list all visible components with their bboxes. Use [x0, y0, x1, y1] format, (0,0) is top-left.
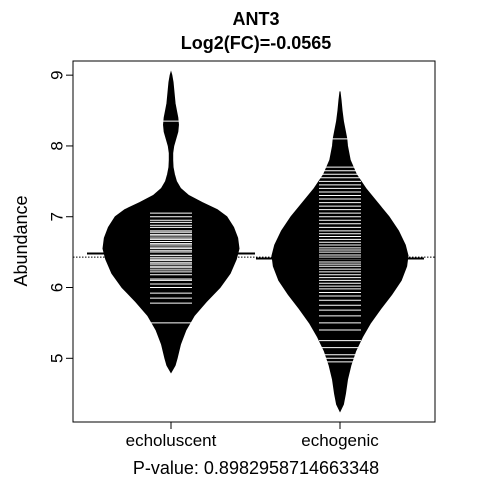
bean-echoluscent [87, 70, 255, 374]
chart-title: ANT3 [232, 9, 279, 29]
bean-density-shape [271, 91, 409, 413]
y-tick-label: 6 [47, 283, 66, 292]
y-tick-label: 7 [47, 212, 66, 221]
x-tick-label: echoluscent [126, 431, 217, 450]
y-axis-label: Abundance [11, 195, 31, 286]
plot-area [73, 70, 435, 413]
x-axis: echoluscent echogenic [126, 422, 379, 450]
chart-subtitle: Log2(FC)=-0.0565 [181, 33, 332, 53]
x-axis-label: P-value: 0.8982958714663348 [133, 458, 379, 478]
y-axis: 5 6 7 8 9 [47, 70, 73, 363]
y-tick-label: 9 [47, 70, 66, 79]
plot-frame [72, 60, 436, 423]
y-tick-label: 5 [47, 354, 66, 363]
bean-echogenic [256, 91, 424, 413]
x-tick-label: echogenic [301, 431, 379, 450]
y-tick-label: 8 [47, 141, 66, 150]
